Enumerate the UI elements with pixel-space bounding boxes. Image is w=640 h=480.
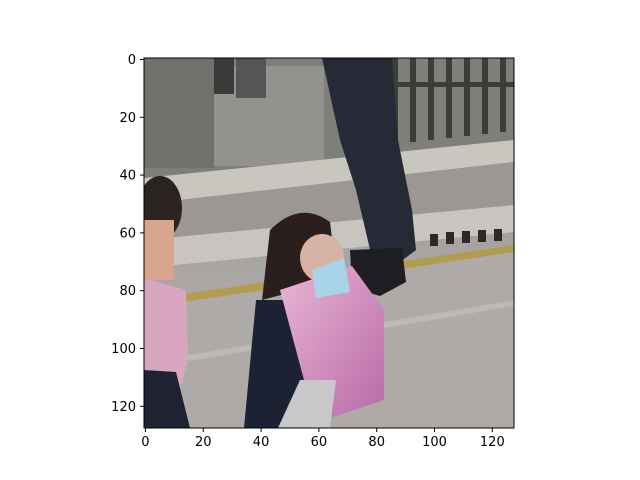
- x-tick-label: 60: [311, 435, 328, 450]
- x-tick-label: 40: [253, 435, 270, 450]
- y-tick-label: 0: [128, 53, 136, 68]
- y-tick-label: 100: [111, 342, 136, 357]
- axes-frame: [143, 57, 515, 429]
- y-tick-label: 60: [119, 226, 136, 241]
- street-scene-photo: [144, 58, 514, 428]
- x-axis: 0 20 40 60 80 100 120: [141, 428, 505, 450]
- x-tick-label: 80: [368, 435, 385, 450]
- y-tick-label: 40: [119, 169, 136, 184]
- x-tick-label: 120: [480, 435, 505, 450]
- y-tick-label: 20: [119, 111, 136, 126]
- y-tick-label: 80: [119, 284, 136, 299]
- x-tick-label: 20: [195, 435, 212, 450]
- x-tick-label: 0: [141, 435, 149, 450]
- y-tick-label: 120: [111, 400, 136, 415]
- y-axis: 0 20 40 60 80 100 120: [111, 53, 144, 415]
- x-tick-label: 100: [422, 435, 447, 450]
